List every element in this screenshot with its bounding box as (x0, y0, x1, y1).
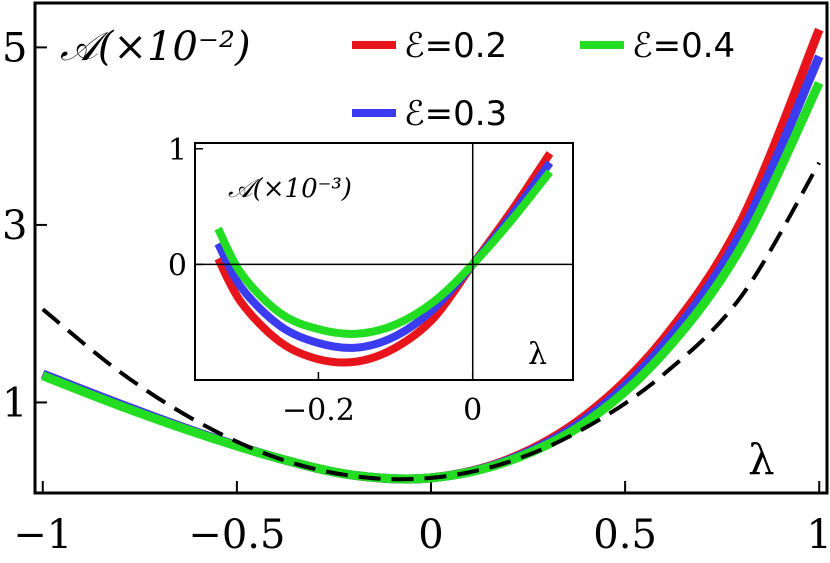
y-tick-label: 5 (2, 25, 27, 71)
inset-series-line-2 (214, 169, 554, 338)
inset-axis-ticks: −0.2 0 0 1 (168, 133, 573, 428)
inset-y-label: 𝒜(×10⁻³) (228, 174, 352, 204)
inset-y-tick-label: 1 (168, 133, 187, 168)
inset-x-label: λ (528, 337, 547, 372)
inset-chart: −0.2 0 0 1 𝒜(×10⁻³) λ (168, 133, 574, 428)
x-tick-label: 1 (807, 512, 830, 558)
legend-label-e02: ℰ=0.2 (404, 26, 507, 66)
inset-y-tick-label: 0 (168, 248, 187, 283)
inset-series (214, 151, 554, 367)
legend-label-e03: ℰ=0.3 (404, 94, 507, 134)
main-series-line-2 (41, 80, 824, 484)
x-tick-label: 0.5 (593, 512, 657, 558)
main-series-dashed (41, 161, 821, 482)
main-series (41, 27, 824, 484)
inset-frame (194, 142, 574, 381)
main-axis-ticks: −1 −0.5 0 0.5 1 1 3 5 (2, 25, 830, 558)
inset-x-tick-label: 0 (463, 393, 482, 428)
y-tick-label: 3 (2, 203, 27, 249)
legend: ℰ=0.2 ℰ=0.4 ℰ=0.3 (352, 26, 735, 134)
main-x-label: λ (748, 435, 775, 484)
inset-x-tick-label: −0.2 (282, 393, 355, 428)
main-y-label: 𝒜(×10⁻²) (60, 24, 251, 70)
y-tick-label: 1 (2, 380, 27, 426)
x-tick-label: −0.5 (188, 512, 285, 558)
x-tick-label: 0 (418, 512, 443, 558)
x-tick-label: −1 (13, 512, 72, 558)
legend-label-e04: ℰ=0.4 (632, 26, 735, 66)
